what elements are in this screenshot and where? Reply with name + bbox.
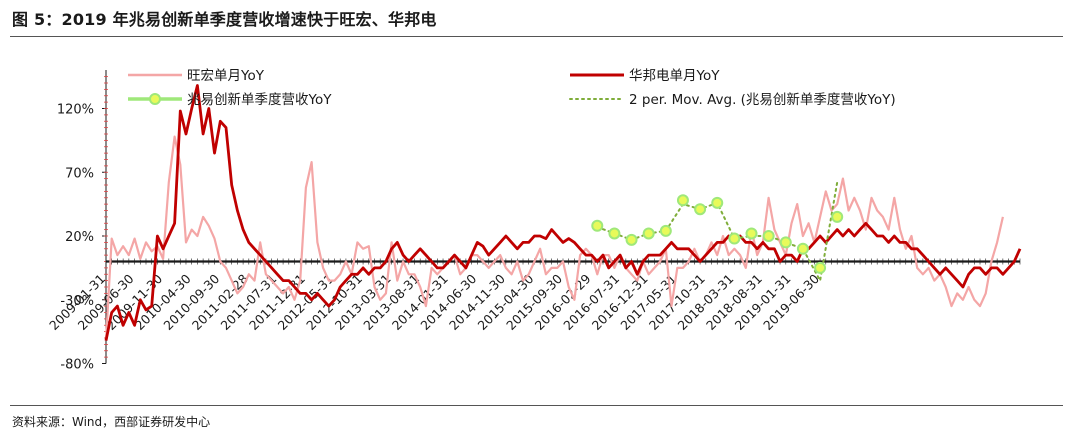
gigadevice-point [796, 242, 809, 255]
gigadevice-point [625, 233, 638, 246]
source-note: 资料来源：Wind，西部证券研发中心 [12, 415, 211, 429]
y-tick-label: 20% [65, 230, 94, 245]
gigadevice-point [814, 261, 827, 274]
gigadevice-point [779, 236, 792, 249]
gigadevice-point [591, 219, 604, 232]
y-tick-label: -80% [60, 358, 94, 373]
gigadevice-point [745, 227, 758, 240]
legend-marker-gigadevice [149, 93, 161, 105]
legend-label-macronix: 旺宏单月YoY [187, 68, 265, 84]
y-tick-label: 120% [57, 103, 94, 118]
line-chart: 120%70%20%-30%-80%2009-01-312009-06-3020… [46, 68, 1022, 373]
gigadevice-point [642, 227, 655, 240]
gigadevice-point [608, 227, 621, 240]
series-line-winbond [104, 84, 1022, 341]
source-divider [10, 405, 1063, 406]
title-divider [10, 36, 1063, 37]
y-tick-label: -30% [60, 294, 94, 309]
y-tick-label: 70% [65, 166, 94, 181]
gigadevice-point [831, 210, 844, 223]
figure-title: 图 5：2019 年兆易创新单季度营收增速快于旺宏、华邦电 [12, 10, 437, 29]
series-line-macronix [104, 135, 1004, 341]
legend-label-gigadevice: 兆易创新单季度营收YoY [187, 92, 332, 108]
gigadevice-point [659, 224, 672, 237]
legend-label-winbond: 华邦电单月YoY [629, 68, 720, 84]
gigadevice-point [762, 230, 775, 242]
gigadevice-point [728, 232, 741, 245]
gigadevice-point [676, 194, 689, 207]
gigadevice-point [694, 203, 707, 216]
legend-label-moving-average: 2 per. Mov. Avg. (兆易创新单季度营收YoY) [629, 92, 896, 108]
gigadevice-point [711, 196, 724, 209]
